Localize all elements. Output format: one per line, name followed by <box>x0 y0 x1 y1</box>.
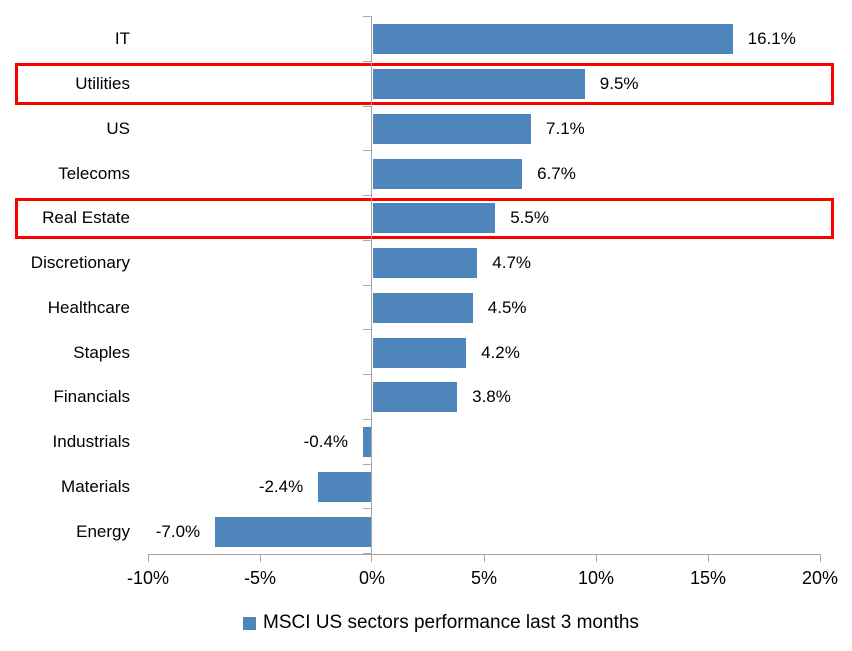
category-label: Industrials <box>52 432 130 452</box>
x-axis-tick-label: 10% <box>577 568 615 588</box>
y-axis-line <box>371 16 372 554</box>
category-label: US <box>106 118 130 138</box>
category-label: Materials <box>61 476 130 496</box>
category-label: Staples <box>73 342 130 362</box>
x-axis-tick <box>708 554 709 562</box>
bar-staples <box>373 337 467 368</box>
highlight-box-real-estate <box>15 197 834 240</box>
value-label: 9.5% <box>599 74 639 94</box>
value-label: 3.8% <box>472 387 511 407</box>
value-label: 6.7% <box>537 163 576 183</box>
bar-energy <box>215 516 372 547</box>
y-axis-tick <box>363 150 371 152</box>
x-axis-tick <box>820 554 821 562</box>
category-label: Healthcare <box>47 297 130 317</box>
bar-financials <box>373 382 458 413</box>
bar-us <box>373 113 532 144</box>
category-label: Discretionary <box>30 253 130 273</box>
value-label: 4.7% <box>492 253 532 273</box>
value-label: -0.4% <box>303 432 349 452</box>
value-label: -7.0% <box>155 521 201 541</box>
bar-utilities <box>373 69 585 100</box>
category-label: Real Estate <box>42 208 130 228</box>
x-axis-tick <box>596 554 597 562</box>
value-label: -2.4% <box>258 476 304 496</box>
value-label: 4.2% <box>481 342 520 362</box>
x-axis-tick <box>260 554 261 562</box>
y-axis-tick <box>363 105 371 107</box>
bar-telecoms <box>373 158 523 189</box>
category-label: Telecoms <box>58 163 130 183</box>
y-axis-tick <box>363 239 371 241</box>
x-axis-tick <box>371 554 372 562</box>
x-axis-tick <box>484 554 485 562</box>
y-axis-tick <box>363 418 371 420</box>
legend-swatch-icon <box>243 616 256 630</box>
bar-healthcare <box>373 292 473 323</box>
legend-label: MSCI US sectors performance last 3 month… <box>263 612 639 633</box>
y-axis-tick <box>363 329 371 331</box>
x-axis-tick <box>148 554 149 562</box>
category-label: IT <box>114 29 130 49</box>
category-label: Utilities <box>75 74 130 94</box>
y-axis-tick <box>363 463 371 465</box>
value-label: 16.1% <box>747 29 796 49</box>
y-axis-tick <box>363 553 371 554</box>
x-axis-tick-label: -5% <box>243 568 277 588</box>
x-axis-tick-label: 15% <box>689 568 727 588</box>
value-label: 7.1% <box>546 118 585 138</box>
bar-it <box>373 24 733 55</box>
bar-materials <box>318 471 372 502</box>
x-axis-tick-label: 20% <box>801 568 839 588</box>
y-axis-tick <box>363 195 371 196</box>
x-axis-tick-label: 0% <box>358 568 386 588</box>
chart-legend: MSCI US sectors performance last 3 month… <box>243 612 639 634</box>
x-axis-tick-label: -10% <box>126 568 170 588</box>
category-label: Energy <box>76 521 130 541</box>
y-axis-tick <box>363 60 371 62</box>
bar-industrials <box>363 427 372 458</box>
category-label: Financials <box>53 387 130 407</box>
highlight-box-utilities <box>15 63 834 105</box>
y-axis-tick <box>363 508 371 510</box>
bar-real-estate <box>373 203 496 234</box>
y-axis-tick <box>363 284 371 286</box>
bar-discretionary <box>373 248 478 279</box>
value-label: 5.5% <box>510 208 549 228</box>
y-axis-tick <box>363 374 371 375</box>
y-axis-tick <box>363 16 371 17</box>
value-label: 4.5% <box>487 297 527 317</box>
x-axis-tick-label: 5% <box>470 568 498 588</box>
